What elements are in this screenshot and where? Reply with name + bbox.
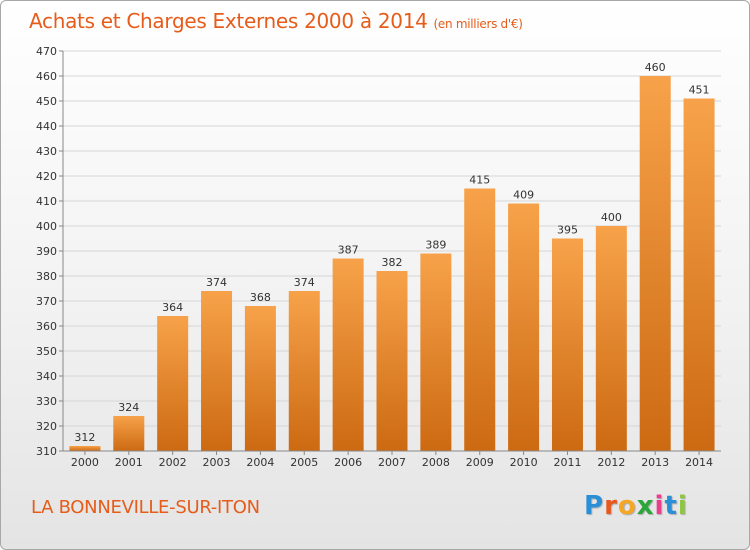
y-tick-label: 430	[36, 145, 57, 158]
y-tick-label: 310	[36, 445, 57, 458]
logo-letter: i	[677, 491, 688, 521]
y-tick-label: 320	[36, 420, 57, 433]
axes	[62, 51, 721, 452]
data-label-2000: 312	[74, 431, 95, 444]
bar-2006	[332, 258, 364, 451]
y-tick-label: 460	[36, 70, 57, 83]
bar-2002	[157, 316, 189, 451]
data-label-2003: 374	[206, 276, 227, 289]
x-tick-label-2001: 2001	[115, 456, 143, 469]
data-label-2002: 364	[162, 301, 183, 314]
logo-letter: x	[636, 491, 655, 521]
y-tick-label: 390	[36, 245, 57, 258]
x-tick-label-2013: 2013	[641, 456, 669, 469]
logo-letter: i	[654, 491, 665, 521]
data-label-2004: 368	[250, 291, 271, 304]
data-label-2008: 389	[425, 239, 446, 252]
y-tick-label: 470	[36, 45, 57, 58]
x-tick-label-2006: 2006	[334, 456, 362, 469]
data-labels: 312 324 364 374 368 374 387 382 389 415 409 395 400 4…	[74, 61, 709, 444]
chart-title-text: Achats et Charges Externes 2000 à 2014	[29, 9, 428, 33]
bar-2004	[244, 306, 276, 451]
x-tick-label-2008: 2008	[422, 456, 450, 469]
data-label-2014: 451	[689, 84, 710, 97]
x-tick-label-2000: 2000	[71, 456, 99, 469]
logo-letter: r	[604, 491, 618, 521]
y-tick-label: 420	[36, 170, 57, 183]
y-tick-label: 380	[36, 270, 57, 283]
logo-letter: P	[584, 491, 605, 521]
bar-2005	[288, 291, 320, 451]
data-label-2013: 460	[645, 61, 666, 74]
commune-name: LA BONNEVILLE-SUR-ITON	[31, 497, 260, 518]
data-label-2010: 409	[513, 189, 534, 202]
x-tick-label-2005: 2005	[290, 456, 318, 469]
y-tick-label: 440	[36, 120, 57, 133]
bar-2003	[201, 291, 233, 451]
x-tick-label-2003: 2003	[203, 456, 231, 469]
y-tick-label: 350	[36, 345, 57, 358]
bar-2010	[508, 203, 540, 451]
bar-2008	[420, 253, 452, 451]
data-label-2007: 382	[382, 256, 403, 269]
y-tick-label: 330	[36, 395, 57, 408]
bars	[69, 76, 715, 451]
bar-2012	[595, 226, 627, 451]
x-tick-label-2002: 2002	[159, 456, 187, 469]
y-tick-label: 360	[36, 320, 57, 333]
y-tick-label: 410	[36, 195, 57, 208]
y-tick-label: 400	[36, 220, 57, 233]
logo-letter: o	[617, 491, 637, 521]
x-axis-ticks: 2000 2001 2002 2003 2004 2005 2006 2007 2008 2009…	[71, 451, 713, 469]
x-tick-label-2014: 2014	[685, 456, 713, 469]
y-tick-label: 370	[36, 295, 57, 308]
x-tick-label-2007: 2007	[378, 456, 406, 469]
data-label-2006: 387	[338, 244, 359, 257]
chart-title: Achats et Charges Externes 2000 à 2014 (e…	[29, 9, 523, 33]
y-axis-ticks: 310 320 330 340 350 360 370 380 390 400 410 420 430 4…	[36, 45, 63, 458]
bar-2001	[113, 416, 145, 451]
x-tick-label-2009: 2009	[466, 456, 494, 469]
x-tick-label-2010: 2010	[510, 456, 538, 469]
data-label-2012: 400	[601, 211, 622, 224]
x-tick-label-2011: 2011	[553, 456, 581, 469]
bar-2000	[69, 446, 101, 451]
bar-2011	[551, 238, 583, 451]
data-label-2009: 415	[469, 174, 490, 187]
logo-letter: t	[664, 491, 678, 521]
x-tick-label-2004: 2004	[246, 456, 274, 469]
data-label-2005: 374	[294, 276, 315, 289]
proxiti-logo: Proxiti	[584, 491, 688, 521]
bar-2014	[683, 98, 715, 451]
data-label-2001: 324	[118, 401, 139, 414]
bar-2009	[464, 188, 496, 451]
bar-2013	[639, 76, 671, 451]
x-tick-label-2012: 2012	[597, 456, 625, 469]
chart-subtitle: (en milliers d'€)	[433, 17, 523, 31]
y-tick-label: 340	[36, 370, 57, 383]
y-tick-label: 450	[36, 95, 57, 108]
bar-2007	[376, 271, 408, 451]
data-label-2011: 395	[557, 224, 578, 237]
